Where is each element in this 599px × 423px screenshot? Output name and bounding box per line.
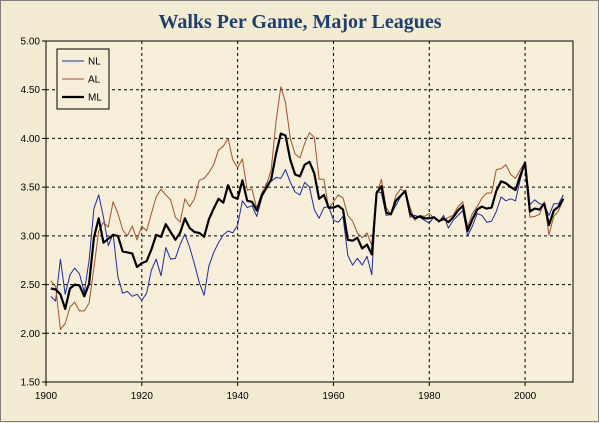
series-line-ml (50, 132, 565, 310)
grid-lines (46, 41, 573, 382)
axis-ticks: 1.50 2.00 2.50 3.00 3.50 4.00 4.50 5.00 1900 1920… (21, 37, 537, 403)
series-line-nl (50, 162, 564, 302)
y-tick-label: 2.00 (21, 329, 41, 340)
x-tick-label: 1980 (418, 391, 441, 402)
y-tick-label: 2.50 (21, 280, 41, 291)
legend-label-nl: NL (88, 57, 101, 68)
y-tick-label: 1.50 (21, 378, 41, 389)
y-tick-label: 4.50 (21, 85, 41, 96)
series-line-al (50, 86, 564, 330)
chart-title: Walks Per Game, Major Leagues (158, 11, 441, 33)
y-tick-label: 3.50 (21, 183, 41, 194)
x-tick-label: 2000 (514, 391, 537, 402)
x-tick-label: 1940 (227, 391, 250, 402)
legend-label-al: AL (88, 75, 101, 86)
y-tick-label: 4.00 (21, 134, 41, 145)
legend: NL AL ML (56, 48, 110, 110)
y-tick-label: 3.00 (21, 231, 41, 242)
plot-area (45, 40, 574, 383)
x-tick-label: 1920 (131, 391, 154, 402)
legend-label-ml: ML (88, 93, 102, 104)
series-lines (50, 86, 565, 330)
x-tick-label: 1900 (35, 391, 58, 402)
x-tick-label: 1960 (322, 391, 345, 402)
y-tick-label: 5.00 (21, 37, 41, 48)
